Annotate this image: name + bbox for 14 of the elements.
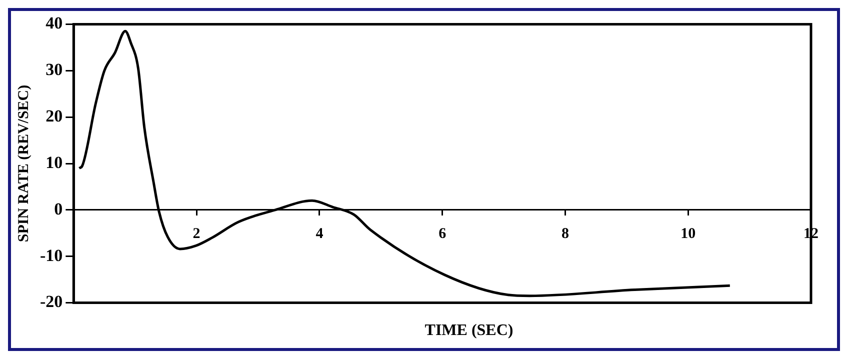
y-tick-label: 20 bbox=[46, 106, 63, 126]
y-tick-label: 30 bbox=[46, 60, 63, 80]
y-tick-label: 10 bbox=[46, 152, 63, 172]
y-axis-title: SPIN RATE (REV/SEC) bbox=[16, 84, 32, 242]
x-tick-label: 8 bbox=[561, 226, 569, 242]
x-axis-title: TIME (SEC) bbox=[424, 321, 514, 341]
y-tick-label: -20 bbox=[40, 292, 63, 312]
x-tick-label: 10 bbox=[680, 226, 696, 242]
x-tick-label: 6 bbox=[438, 226, 447, 242]
x-tick-label: 4 bbox=[316, 226, 324, 242]
y-tick-label: -10 bbox=[40, 246, 63, 265]
y-tick-label: 40 bbox=[46, 14, 63, 33]
y-tick-label: 0 bbox=[54, 199, 63, 218]
x-tick-label: 2 bbox=[192, 226, 200, 242]
